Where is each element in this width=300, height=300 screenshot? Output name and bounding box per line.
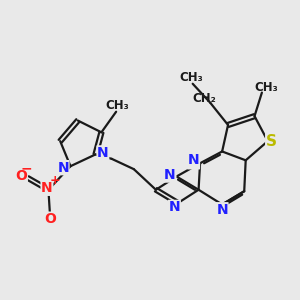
Text: O: O — [44, 212, 56, 226]
Text: O: O — [15, 169, 27, 184]
Text: CH₂: CH₂ — [193, 92, 216, 105]
Text: CH₃: CH₃ — [179, 71, 203, 84]
Text: N: N — [216, 203, 228, 217]
Text: +: + — [50, 174, 60, 187]
Text: N: N — [164, 168, 176, 182]
Text: N: N — [41, 181, 53, 195]
Text: S: S — [266, 134, 277, 149]
Text: N: N — [57, 161, 69, 175]
Text: CH₃: CH₃ — [106, 99, 130, 112]
Text: CH₃: CH₃ — [254, 81, 278, 94]
Text: N: N — [169, 200, 180, 214]
Text: N: N — [188, 153, 200, 167]
Text: N: N — [97, 146, 109, 160]
Text: N: N — [188, 155, 200, 169]
Text: −: − — [20, 161, 32, 176]
